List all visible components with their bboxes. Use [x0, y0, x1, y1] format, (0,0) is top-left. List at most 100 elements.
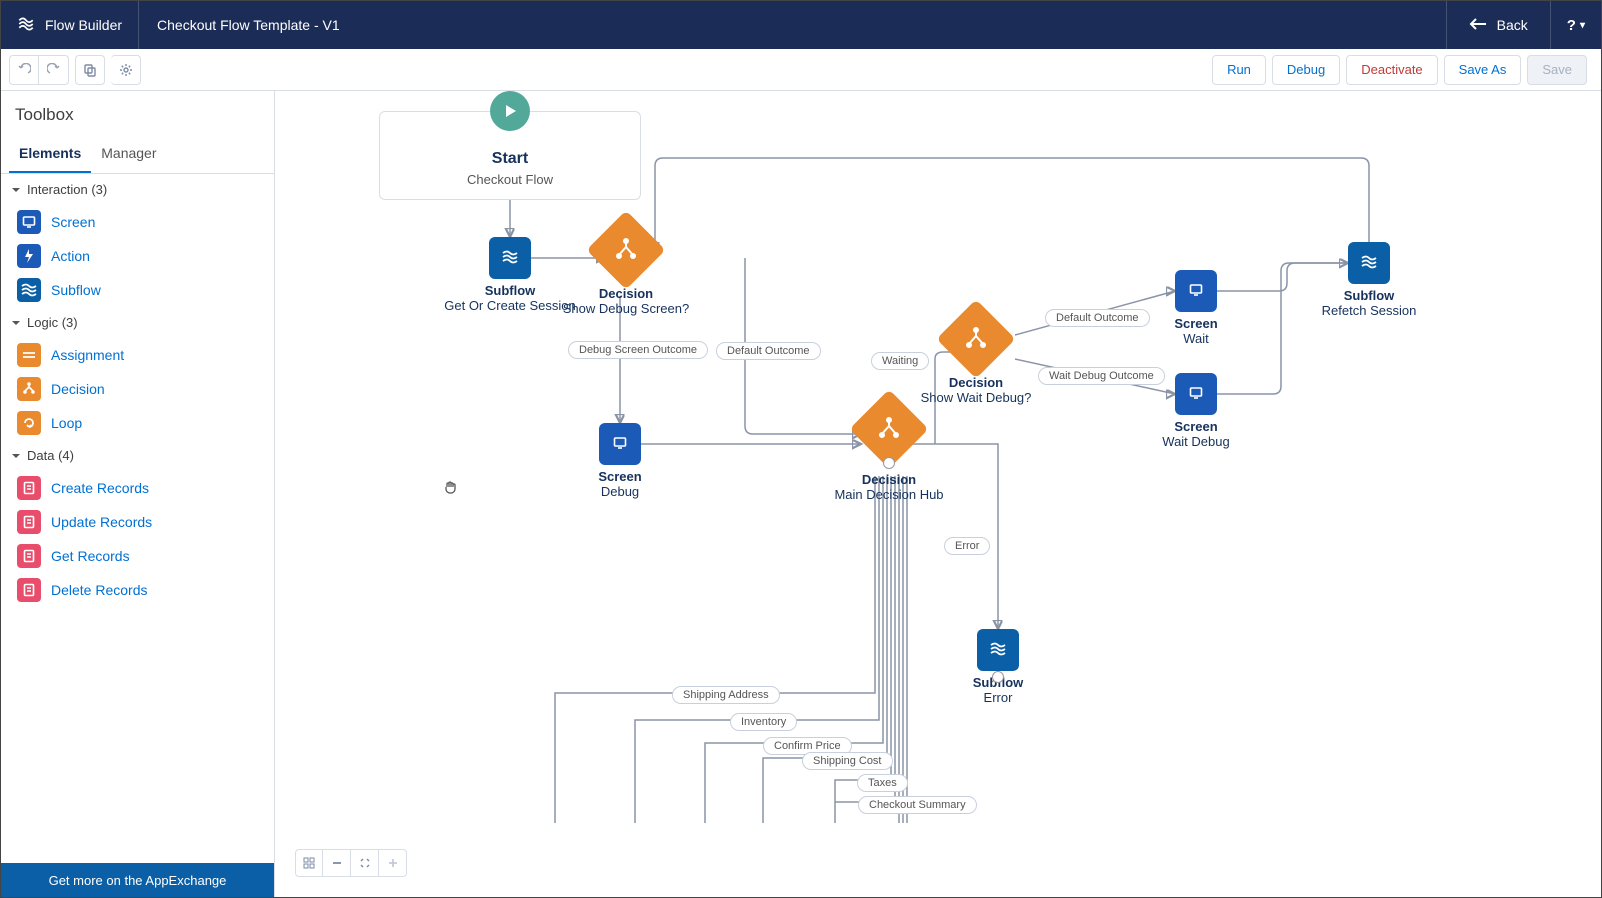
outcome-pill[interactable]: Default Outcome	[716, 342, 821, 360]
palette-item-create-records[interactable]: Create Records	[1, 471, 274, 505]
palette-item-update-records[interactable]: Update Records	[1, 505, 274, 539]
record-icon	[17, 476, 41, 500]
palette-item-label: Assignment	[51, 347, 124, 363]
flow-icon	[17, 15, 35, 36]
node-screen_debug[interactable]	[599, 423, 641, 465]
tab-manager[interactable]: Manager	[91, 135, 166, 173]
record-icon	[17, 544, 41, 568]
record-icon	[17, 510, 41, 534]
node-label: DecisionShow Debug Screen?	[556, 286, 696, 316]
help-button[interactable]: ? ▾	[1550, 1, 1601, 49]
action-icon	[17, 244, 41, 268]
palette-item-get-records[interactable]: Get Records	[1, 539, 274, 573]
assign-icon	[17, 343, 41, 367]
palette-item-decision[interactable]: Decision	[1, 372, 274, 406]
palette-item-label: Update Records	[51, 514, 152, 530]
outcome-pill[interactable]: Checkout Summary	[858, 796, 977, 814]
help-label: ?	[1567, 17, 1576, 34]
category-header[interactable]: Interaction (3)	[1, 174, 274, 205]
run-button[interactable]: Run	[1212, 55, 1266, 85]
decision-icon	[17, 377, 41, 401]
screen-icon	[17, 210, 41, 234]
start-title: Start	[396, 150, 624, 168]
palette-item-label: Subflow	[51, 282, 101, 298]
deactivate-button[interactable]: Deactivate	[1346, 55, 1437, 85]
category-header[interactable]: Logic (3)	[1, 307, 274, 338]
debug-button[interactable]: Debug	[1272, 55, 1340, 85]
redo-button[interactable]	[39, 55, 69, 85]
appexchange-link[interactable]: Get more on the AppExchange	[1, 863, 274, 897]
palette-item-loop[interactable]: Loop	[1, 406, 274, 440]
zoom-controls	[295, 849, 407, 877]
screen-icon	[1189, 386, 1203, 403]
brand: Flow Builder	[1, 1, 139, 49]
outcome-pill[interactable]: Shipping Address	[672, 686, 780, 704]
palette-item-label: Get Records	[51, 548, 130, 564]
settings-button[interactable]	[111, 55, 141, 85]
node-label: DecisionMain Decision Hub	[819, 472, 959, 502]
connector-ring	[992, 671, 1004, 683]
node-label: ScreenDebug	[550, 469, 690, 499]
brand-label: Flow Builder	[45, 17, 122, 33]
tab-elements[interactable]: Elements	[9, 135, 91, 173]
back-button[interactable]: Back	[1446, 1, 1550, 49]
node-label: DecisionShow Wait Debug?	[906, 375, 1046, 405]
outcome-pill[interactable]: Wait Debug Outcome	[1038, 367, 1165, 385]
save-button[interactable]: Save	[1527, 55, 1587, 85]
zoom-layout-button[interactable]	[295, 849, 323, 877]
chevron-down-icon: ▾	[1580, 20, 1585, 31]
palette-item-delete-records[interactable]: Delete Records	[1, 573, 274, 607]
flow-canvas[interactable]: StartCheckout FlowSubflowGet Or Create S…	[275, 91, 1601, 897]
outcome-pill[interactable]: Inventory	[730, 713, 797, 731]
play-icon	[490, 91, 530, 131]
outcome-pill[interactable]: Taxes	[857, 774, 908, 792]
subflow-icon	[1361, 255, 1377, 272]
node-subflow_refetch[interactable]	[1348, 242, 1390, 284]
subflow-icon	[17, 278, 41, 302]
save-as-button[interactable]: Save As	[1444, 55, 1522, 85]
screen-icon	[613, 436, 627, 453]
toolbox-title: Toolbox	[1, 91, 274, 135]
palette-item-label: Create Records	[51, 480, 149, 496]
decision-icon	[598, 222, 654, 278]
start-subtitle: Checkout Flow	[396, 172, 624, 187]
palette-item-label: Decision	[51, 381, 105, 397]
palette-item-screen[interactable]: Screen	[1, 205, 274, 239]
palette-item-label: Loop	[51, 415, 82, 431]
grab-cursor-icon	[443, 479, 459, 495]
connector-ring	[883, 457, 895, 469]
palette-item-label: Delete Records	[51, 582, 148, 598]
undo-button[interactable]	[9, 55, 39, 85]
zoom-out-button[interactable]	[323, 849, 351, 877]
palette-item-action[interactable]: Action	[1, 239, 274, 273]
node-subflow_error[interactable]	[977, 629, 1019, 671]
node-dec_wait[interactable]	[936, 299, 1015, 378]
loop-icon	[17, 411, 41, 435]
node-screen_waitdbg[interactable]	[1175, 373, 1217, 415]
back-label: Back	[1497, 17, 1528, 33]
record-icon	[17, 578, 41, 602]
arrow-left-icon	[1469, 17, 1487, 34]
decision-icon	[861, 401, 917, 457]
category-header[interactable]: Data (4)	[1, 440, 274, 471]
outcome-pill[interactable]: Error	[944, 537, 990, 555]
outcome-pill[interactable]: Waiting	[871, 352, 929, 370]
outcome-pill[interactable]: Shipping Cost	[802, 752, 893, 770]
palette-item-assignment[interactable]: Assignment	[1, 338, 274, 372]
screen-icon	[1189, 283, 1203, 300]
toolbox-sidebar: Toolbox Elements Manager Interaction (3)…	[1, 91, 275, 897]
node-subflow_session[interactable]	[489, 237, 531, 279]
palette-item-subflow[interactable]: Subflow	[1, 273, 274, 307]
zoom-fit-button[interactable]	[351, 849, 379, 877]
copy-button[interactable]	[75, 55, 105, 85]
outcome-pill[interactable]: Default Outcome	[1045, 309, 1150, 327]
node-label: ScreenWait Debug	[1126, 419, 1266, 449]
outcome-pill[interactable]: Debug Screen Outcome	[568, 341, 708, 359]
node-screen_wait[interactable]	[1175, 270, 1217, 312]
toolbox-tabs: Elements Manager	[1, 135, 274, 174]
zoom-in-button[interactable]	[379, 849, 407, 877]
toolbar: Run Debug Deactivate Save As Save	[1, 49, 1601, 91]
palette-item-label: Action	[51, 248, 90, 264]
node-dec_debug[interactable]	[586, 210, 665, 289]
subflow-icon	[990, 642, 1006, 659]
